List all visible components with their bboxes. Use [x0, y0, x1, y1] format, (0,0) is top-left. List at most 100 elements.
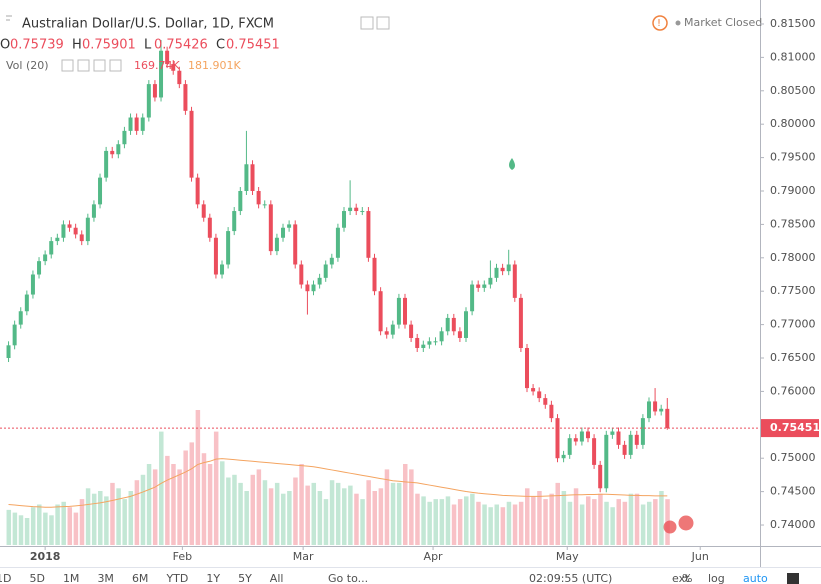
volume-bar [128, 491, 134, 545]
event-flag[interactable] [662, 519, 678, 535]
candle-body [360, 211, 365, 213]
title-icon [6, 15, 12, 21]
volume-bar [555, 482, 560, 545]
volume-bar [500, 507, 506, 545]
candle-body [561, 454, 566, 459]
candle-body [305, 284, 310, 292]
candle-body [140, 117, 145, 131]
candle-body [476, 284, 481, 288]
candle-body [470, 284, 475, 312]
candle-body [653, 401, 658, 412]
volume-bar [293, 477, 298, 545]
volume-bar [73, 512, 79, 545]
ohlc-key: H [72, 38, 82, 53]
volume-bar [457, 499, 463, 545]
candle-body [67, 224, 72, 228]
candle-body [646, 401, 651, 419]
candle-body [457, 331, 462, 338]
candle-body [500, 267, 505, 272]
y-tick-label: 0.76000 [770, 384, 816, 397]
range-button[interactable]: 5Y [238, 572, 252, 584]
range-button[interactable]: 1M [63, 572, 80, 584]
candle-body [159, 50, 164, 98]
scale-button[interactable]: log [708, 572, 725, 584]
candle-body [634, 434, 639, 445]
range-button[interactable]: 6M [132, 572, 149, 584]
volume-bar [378, 488, 384, 545]
range-button[interactable]: 3M [97, 572, 114, 584]
scale-button[interactable]: auto [743, 572, 768, 584]
alert-mark: ! [657, 18, 661, 29]
candle-body [445, 317, 450, 332]
volume-bar [488, 507, 493, 545]
volume-bar [85, 488, 91, 545]
volume-bar [470, 493, 475, 545]
candle-body [128, 117, 133, 131]
volume-bar [573, 488, 579, 545]
scale-button[interactable]: % [682, 572, 692, 584]
range-button[interactable]: 5D [29, 572, 44, 584]
candle-body [104, 150, 109, 178]
settings-icon[interactable] [376, 16, 390, 30]
volume-bar [146, 464, 152, 545]
candle-body [439, 331, 444, 342]
y-tick-label: 0.80000 [770, 117, 816, 130]
range-button[interactable]: YTD [165, 572, 188, 584]
status-dot [675, 20, 681, 26]
range-button[interactable]: 1Y [206, 572, 220, 584]
volume-bar [165, 455, 170, 545]
candle-body [384, 331, 389, 335]
candle-body [134, 117, 139, 131]
y-tick-label: 0.74000 [770, 518, 816, 531]
candle-body [281, 227, 286, 238]
volume-bar [116, 488, 121, 545]
volume-bar [561, 491, 567, 545]
range-button[interactable]: 1D [0, 572, 11, 584]
volume-bar [6, 509, 12, 545]
y-tick-label: 0.78500 [770, 217, 816, 230]
candle-body [183, 84, 188, 111]
fullscreen-icon[interactable] [787, 573, 799, 584]
scale-button[interactable]: ext [672, 572, 690, 584]
y-tick-label: 0.79000 [770, 184, 816, 197]
candle-body [73, 227, 78, 235]
candle-body [116, 144, 121, 155]
y-tick-label: 0.75000 [770, 451, 816, 464]
volume-bar [91, 493, 97, 545]
x-tick-label: Feb [173, 550, 192, 563]
candle-body [354, 207, 359, 212]
volume-bar [360, 499, 365, 545]
alert-icon[interactable] [652, 15, 668, 31]
settings-icon[interactable] [360, 16, 374, 30]
volume-bar [18, 515, 24, 545]
volume-bar [524, 488, 530, 545]
volume-bar [598, 493, 603, 545]
volume-bar [12, 512, 18, 545]
event-flag[interactable] [677, 514, 695, 532]
candle-body [177, 70, 182, 85]
y-tick-label: 0.81500 [770, 17, 816, 30]
y-tick-label: 0.76500 [770, 351, 816, 364]
volume-bar [585, 496, 591, 545]
volume-bar [152, 469, 158, 545]
last-price-label: 0.75451 [770, 421, 820, 434]
candle-body [43, 254, 48, 262]
volume-bar [305, 485, 310, 545]
candle-body [12, 324, 17, 346]
candle-body [85, 217, 90, 242]
candle-body [421, 344, 426, 348]
candle-body [482, 284, 487, 288]
candle-body [659, 408, 664, 412]
last-price-badge [761, 419, 819, 438]
event-icon[interactable] [509, 158, 515, 170]
volume-bar [354, 493, 359, 545]
volume-bar [543, 499, 548, 545]
volume-bar [451, 504, 457, 545]
candle-body [98, 177, 103, 205]
range-button[interactable]: All [270, 572, 284, 584]
candle-body [171, 64, 176, 71]
goto-button[interactable]: Go to... [328, 572, 368, 584]
candle-body [61, 224, 66, 238]
x-tick-label: Mar [293, 550, 314, 563]
